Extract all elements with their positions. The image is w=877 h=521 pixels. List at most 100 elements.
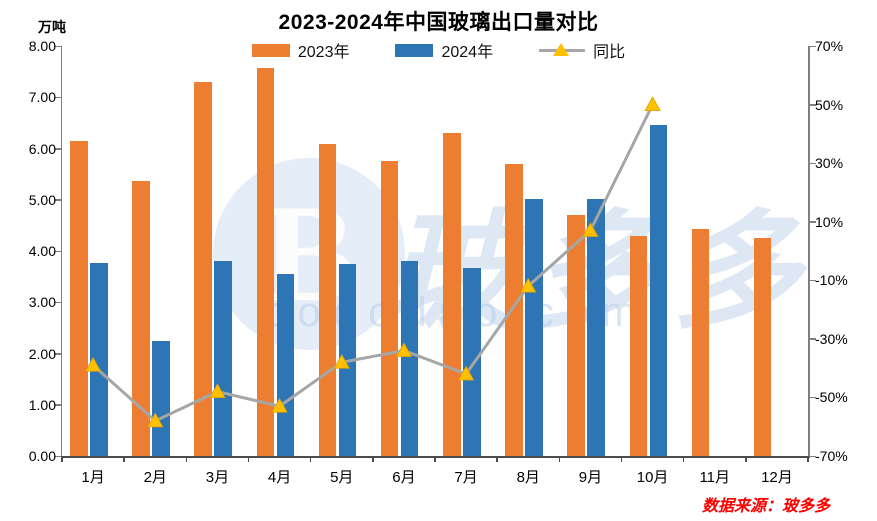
- right-axis-tick-label: -10%: [815, 272, 848, 289]
- bar-2023年: [318, 144, 337, 456]
- right-axis-tick-label: -70%: [815, 448, 848, 464]
- yoy-triangle-marker: [582, 222, 599, 237]
- right-axis-tick: [809, 45, 816, 47]
- left-axis-unit-label: 万吨: [38, 19, 66, 35]
- left-axis-tick: [54, 148, 61, 150]
- yoy-triangle-marker: [520, 277, 537, 293]
- x-axis-tick: [185, 456, 188, 462]
- bar-2024年: [214, 260, 232, 456]
- legend-triangle-icon: [553, 42, 570, 56]
- legend-label: 2023年: [297, 44, 350, 61]
- legend-item-2023年: 2023年: [251, 38, 350, 62]
- x-axis-tick: [434, 456, 436, 462]
- right-axis-tick: [809, 221, 816, 223]
- bar-2023年: [70, 140, 88, 456]
- x-axis-label: 3月: [205, 469, 230, 486]
- chart-title: 2023-2024年中国玻璃出口量对比: [278, 11, 599, 34]
- x-axis-tick: [620, 456, 623, 462]
- left-axis-tick-label: 4.00: [28, 243, 56, 259]
- x-axis-tick: [123, 456, 125, 462]
- bar-2023年: [194, 81, 212, 456]
- left-axis-tick: [54, 45, 61, 47]
- left-axis-tick-label: 5.00: [28, 191, 56, 208]
- bar-2023年: [691, 228, 710, 456]
- x-axis-label: 7月: [454, 469, 478, 486]
- right-axis-tick-label: 70%: [815, 38, 844, 54]
- bar-2023年: [753, 238, 772, 456]
- x-axis-label: 11月: [699, 469, 731, 486]
- bar-2023年: [132, 181, 150, 456]
- legend-item-同比: 同比: [539, 38, 625, 62]
- right-axis-tick-label: 10%: [815, 213, 844, 230]
- right-axis-tick: [809, 279, 816, 282]
- legend-swatch-2023年: [251, 43, 290, 57]
- legend-swatch-2024年: [395, 43, 434, 57]
- right-axis-tick-label: -30%: [815, 330, 848, 347]
- right-axis-tick-label: -50%: [815, 389, 848, 406]
- bar-2023年: [380, 161, 399, 456]
- yoy-triangle-marker: [147, 412, 164, 428]
- yoy-triangle-marker: [333, 353, 350, 369]
- bar-2024年: [525, 198, 543, 456]
- left-axis-tick: [54, 404, 61, 406]
- legend-item-2024年: 2024年: [395, 38, 493, 62]
- right-axis-tick: [809, 396, 816, 399]
- bar-2024年: [649, 124, 667, 456]
- left-axis-tick: [54, 250, 61, 252]
- x-axis-label: 5月: [330, 469, 354, 486]
- legend-line-marker-icon: [539, 42, 586, 57]
- yoy-triangle-marker: [395, 342, 413, 357]
- bar-2024年: [587, 198, 605, 456]
- x-axis-label: 2月: [143, 469, 167, 486]
- x-axis-tick: [745, 456, 747, 462]
- x-axis-label: 12月: [761, 469, 793, 486]
- yoy-triangle-marker: [84, 356, 102, 372]
- bar-2023年: [629, 235, 647, 456]
- bar-2023年: [256, 68, 274, 456]
- left-axis-tick: [54, 199, 61, 201]
- right-axis-tick-label: 30%: [815, 155, 844, 172]
- legend-label: 2024年: [441, 44, 494, 61]
- x-axis-tick: [496, 456, 498, 462]
- right-axis-line: [808, 46, 810, 456]
- bar-2023年: [567, 215, 585, 456]
- x-axis-tick: [309, 456, 312, 462]
- left-axis-tick: [54, 455, 61, 457]
- data-source-label: 数据来源：玻多多: [701, 498, 830, 515]
- x-axis-label: 10月: [636, 469, 669, 486]
- x-axis-tick: [372, 456, 374, 462]
- left-axis-tick-label: 0.00: [28, 448, 56, 464]
- left-axis-tick-label: 7.00: [28, 89, 56, 106]
- left-axis-tick-label: 2.00: [28, 345, 56, 362]
- x-axis-label: 9月: [578, 469, 603, 486]
- right-axis-tick: [809, 455, 816, 457]
- bar-2024年: [463, 267, 481, 456]
- yoy-triangle-marker: [209, 383, 226, 398]
- x-axis-label: 4月: [267, 469, 292, 486]
- left-axis-tick-label: 1.00: [28, 396, 56, 413]
- left-axis-tick-label: 8.00: [28, 38, 56, 54]
- bar-2024年: [90, 262, 108, 456]
- left-axis-line: [60, 46, 62, 456]
- left-axis-tick-label: 3.00: [28, 294, 56, 311]
- bar-2023年: [443, 132, 461, 456]
- yoy-triangle-marker: [457, 365, 475, 381]
- x-axis-tick: [61, 456, 63, 462]
- yoy-line: [92, 103, 654, 423]
- x-axis-tick: [807, 456, 809, 462]
- legend-label: 同比: [593, 44, 626, 61]
- x-axis-label: 1月: [81, 469, 105, 486]
- left-axis-tick-label: 6.00: [28, 140, 56, 157]
- yoy-triangle-marker: [271, 397, 288, 413]
- right-axis-tick: [809, 104, 816, 106]
- yoy-triangle-marker: [644, 96, 661, 111]
- bar-2023年: [505, 163, 523, 456]
- x-axis-label: 8月: [516, 469, 540, 486]
- legend: 2023年 2024年 同比: [0, 38, 877, 62]
- right-axis-tick: [809, 338, 816, 340]
- x-axis-tick: [682, 456, 685, 462]
- left-axis-tick: [54, 353, 61, 355]
- right-axis-tick: [809, 162, 816, 165]
- left-axis-tick: [54, 96, 61, 99]
